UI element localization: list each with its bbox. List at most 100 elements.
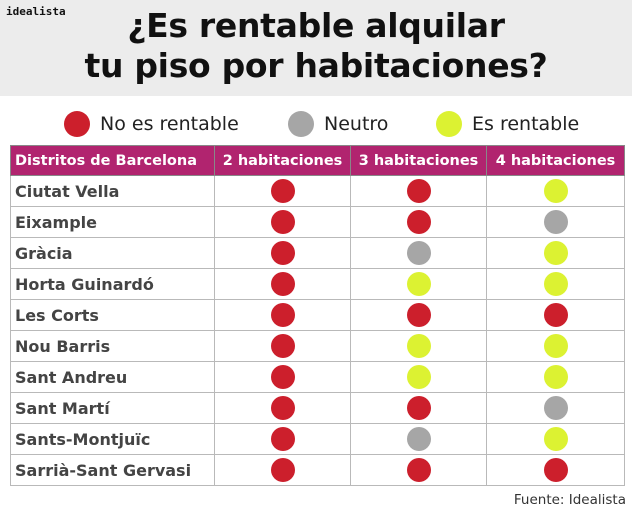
- red-dot-icon: [406, 458, 431, 482]
- red-dot-icon: [406, 179, 431, 203]
- district-name: Sants-Montjuïc: [10, 423, 215, 455]
- rating-cell: [214, 175, 351, 207]
- column-header-2-rooms: 2 habitaciones: [214, 145, 351, 176]
- table-header-row: Distritos de Barcelona 2 habitaciones 3 …: [10, 145, 625, 176]
- yellow-dot-icon: [543, 241, 568, 265]
- red-dot-icon: [270, 272, 295, 296]
- rating-cell: [350, 423, 487, 455]
- table-row: Les Corts: [10, 299, 625, 331]
- red-dot-icon: [270, 210, 295, 234]
- yellow-dot-icon: [543, 334, 568, 358]
- table-row: Sant Andreu: [10, 361, 625, 393]
- column-header-district: Distritos de Barcelona: [10, 145, 215, 176]
- legend-item-rentable: Es rentable: [436, 109, 579, 139]
- table-row: Horta Guinardó: [10, 268, 625, 300]
- rating-cell: [214, 299, 351, 331]
- district-name: Eixample: [10, 206, 215, 238]
- yellow-dot-icon: [436, 111, 462, 137]
- yellow-dot-icon: [406, 272, 431, 296]
- rating-cell: [350, 330, 487, 362]
- rating-cell: [214, 361, 351, 393]
- red-dot-icon: [270, 179, 295, 203]
- district-name: Sant Andreu: [10, 361, 215, 393]
- rating-cell: [486, 175, 625, 207]
- rating-cell: [486, 361, 625, 393]
- rating-cell: [350, 175, 487, 207]
- yellow-dot-icon: [406, 334, 431, 358]
- table-row: Nou Barris: [10, 330, 625, 362]
- district-name: Ciutat Vella: [10, 175, 215, 207]
- red-dot-icon: [543, 458, 568, 482]
- rating-cell: [214, 330, 351, 362]
- table-row: Eixample: [10, 206, 625, 238]
- yellow-dot-icon: [543, 365, 568, 389]
- rating-cell: [350, 268, 487, 300]
- rating-cell: [486, 206, 625, 238]
- rating-cell: [486, 423, 625, 455]
- brand-logo: idealista: [6, 5, 66, 18]
- red-dot-icon: [270, 303, 295, 327]
- title-line-2: tu piso por habitaciones?: [84, 46, 548, 85]
- legend-label: Neutro: [324, 113, 389, 135]
- rating-cell: [350, 237, 487, 269]
- table-row: Gràcia: [10, 237, 625, 269]
- district-name: Les Corts: [10, 299, 215, 331]
- district-name: Gràcia: [10, 237, 215, 269]
- yellow-dot-icon: [543, 272, 568, 296]
- column-header-4-rooms: 4 habitaciones: [486, 145, 625, 176]
- table-row: Sant Martí: [10, 392, 625, 424]
- title-line-1: ¿Es rentable alquilar: [127, 6, 505, 45]
- red-dot-icon: [270, 458, 295, 482]
- rating-cell: [214, 392, 351, 424]
- table-row: Sarrià-Sant Gervasi: [10, 454, 625, 486]
- gray-dot-icon: [406, 427, 431, 451]
- district-name: Horta Guinardó: [10, 268, 215, 300]
- red-dot-icon: [406, 210, 431, 234]
- rating-cell: [486, 330, 625, 362]
- header: idealista ¿Es rentable alquilar tu piso …: [0, 0, 632, 96]
- gray-dot-icon: [406, 241, 431, 265]
- gray-dot-icon: [288, 111, 314, 137]
- legend-label: No es rentable: [100, 113, 239, 135]
- legend-item-no-rentable: No es rentable: [64, 109, 239, 139]
- red-dot-icon: [64, 111, 90, 137]
- red-dot-icon: [270, 396, 295, 420]
- rating-cell: [486, 268, 625, 300]
- rating-cell: [486, 299, 625, 331]
- rating-cell: [350, 454, 487, 486]
- rating-cell: [486, 454, 625, 486]
- rating-cell: [350, 361, 487, 393]
- rating-cell: [350, 299, 487, 331]
- legend: No es rentable Neutro Es rentable: [0, 109, 632, 139]
- red-dot-icon: [270, 334, 295, 358]
- yellow-dot-icon: [543, 179, 568, 203]
- gray-dot-icon: [543, 396, 568, 420]
- gray-dot-icon: [543, 210, 568, 234]
- rating-cell: [214, 268, 351, 300]
- legend-item-neutro: Neutro: [288, 109, 388, 139]
- rating-cell: [214, 454, 351, 486]
- rating-cell: [214, 423, 351, 455]
- column-header-3-rooms: 3 habitaciones: [350, 145, 487, 176]
- red-dot-icon: [406, 396, 431, 420]
- red-dot-icon: [270, 427, 295, 451]
- rating-cell: [214, 206, 351, 238]
- district-name: Sarrià-Sant Gervasi: [10, 454, 215, 486]
- red-dot-icon: [406, 303, 431, 327]
- rating-cell: [350, 206, 487, 238]
- rating-cell: [486, 392, 625, 424]
- table-row: Sants-Montjuïc: [10, 423, 625, 455]
- red-dot-icon: [270, 365, 295, 389]
- red-dot-icon: [270, 241, 295, 265]
- district-name: Nou Barris: [10, 330, 215, 362]
- source-note: Fuente: Idealista: [513, 492, 626, 508]
- red-dot-icon: [543, 303, 568, 327]
- yellow-dot-icon: [543, 427, 568, 451]
- districts-table: Distritos de Barcelona 2 habitaciones 3 …: [10, 145, 625, 486]
- rating-cell: [214, 237, 351, 269]
- district-name: Sant Martí: [10, 392, 215, 424]
- rating-cell: [486, 237, 625, 269]
- rating-cell: [350, 392, 487, 424]
- legend-label: Es rentable: [472, 113, 580, 135]
- table-row: Ciutat Vella: [10, 175, 625, 207]
